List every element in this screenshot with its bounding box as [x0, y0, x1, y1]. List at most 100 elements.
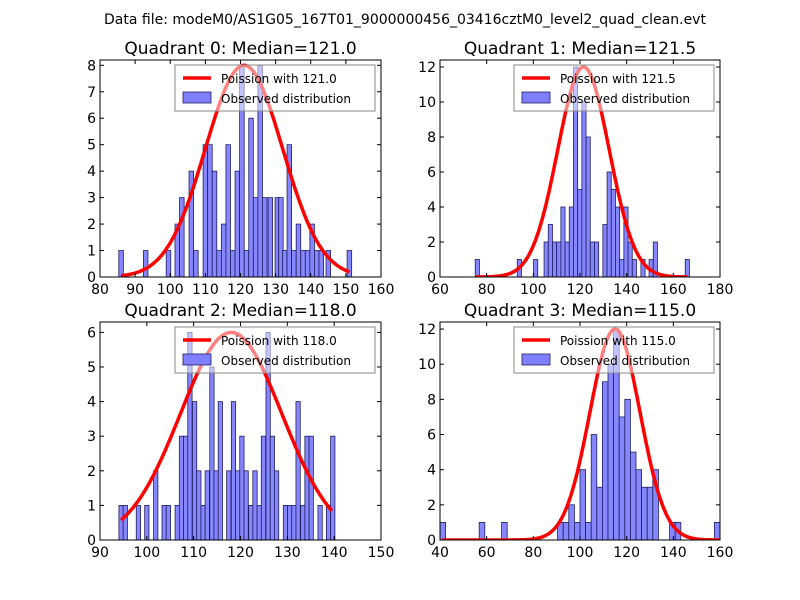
- histogram-bar: [619, 259, 625, 277]
- plot-area: [440, 327, 720, 540]
- y-tick-label: 0: [87, 270, 96, 286]
- histogram-bar: [646, 486, 654, 540]
- histogram-bar: [269, 435, 275, 540]
- legend-bar-swatch: [521, 353, 551, 366]
- histogram-bar: [243, 250, 250, 277]
- plot-area: [474, 65, 690, 277]
- histogram-bar: [308, 435, 314, 540]
- y-tick-label: 2: [87, 464, 96, 480]
- legend-label-curve: Poission with 118.0: [221, 334, 337, 348]
- histogram-bar: [606, 171, 612, 277]
- figure-suptitle: Data file: modeM0/AS1G05_167T01_90000004…: [104, 12, 706, 28]
- histogram-bar: [153, 470, 159, 540]
- histogram-bar: [287, 504, 293, 540]
- histogram-bar: [204, 470, 210, 540]
- histogram-bar: [202, 144, 209, 277]
- panel-title: Quadrant 2: Median=118.0: [124, 301, 356, 321]
- histogram-bar: [178, 435, 185, 540]
- histogram-bar: [631, 259, 637, 277]
- histogram-bar: [193, 250, 199, 277]
- histogram-bar: [314, 250, 320, 277]
- histogram-bar: [590, 434, 598, 540]
- histogram-bar: [118, 250, 124, 277]
- histogram-bar: [440, 522, 446, 540]
- histogram-bar: [230, 401, 237, 540]
- histogram-bar: [317, 504, 323, 540]
- legend-label-curve: Poission with 121.0: [221, 72, 337, 86]
- histogram-bar: [213, 470, 219, 540]
- histogram-bar: [547, 224, 553, 277]
- histogram-bar: [568, 504, 575, 540]
- histogram-bar: [274, 470, 280, 540]
- histogram-bar: [618, 416, 626, 540]
- histogram-bar: [630, 451, 637, 540]
- panel-quadrant-3: Quadrant 3: Median=115.040 60 80 100 120 140 1…: [418, 301, 733, 561]
- histogram-bar: [209, 366, 215, 540]
- histogram-bar: [248, 504, 254, 540]
- histogram-bar: [560, 206, 566, 277]
- histogram-bar: [610, 189, 616, 277]
- histogram-bar: [295, 223, 302, 277]
- histogram-bar: [165, 250, 172, 277]
- histogram-bar: [624, 398, 631, 540]
- y-tick-label: 2: [427, 235, 436, 251]
- histogram-bar: [267, 197, 274, 277]
- histogram-bar: [585, 136, 591, 277]
- y-tick-label: 6: [427, 428, 436, 444]
- x-tick-label: 180: [707, 282, 734, 298]
- y-tick-label: 4: [87, 395, 96, 411]
- histogram-bar: [165, 504, 171, 540]
- y-tick-label: 10: [418, 357, 436, 373]
- x-tick-label: 140: [321, 545, 348, 561]
- legend-bar-swatch: [182, 353, 212, 366]
- histogram-bar: [291, 250, 297, 277]
- y-tick-label: 6: [87, 111, 96, 127]
- histogram-bar: [533, 259, 539, 277]
- legend: Poission with 121.5 Observed distribution: [513, 64, 715, 112]
- y-tick-label: 5: [87, 360, 96, 376]
- histogram-bar: [226, 470, 232, 540]
- x-tick-label: 90: [126, 282, 144, 298]
- histogram-bar: [144, 504, 150, 540]
- histogram-bar: [304, 250, 311, 277]
- histogram-bar: [635, 469, 642, 540]
- histogram-bar: [574, 522, 581, 540]
- y-tick-label: 0: [87, 533, 96, 549]
- x-tick-label: 120: [227, 282, 254, 298]
- histogram-bar: [330, 435, 336, 540]
- histogram-bar: [640, 259, 646, 277]
- panel-quadrant-0: Quadrant 0: Median=121.080 90 100 110 120 130…: [87, 39, 394, 298]
- histogram-bar: [543, 241, 549, 277]
- histogram-bar: [211, 170, 218, 277]
- legend: Poission with 115.0 Observed distribution: [513, 326, 715, 374]
- histogram-bar: [300, 250, 306, 277]
- x-tick-label: 120: [613, 545, 640, 561]
- poisson-curve: [441, 327, 720, 540]
- histogram-bar: [577, 189, 583, 277]
- y-tick-label: 12: [418, 322, 436, 338]
- histogram-bar: [714, 522, 720, 540]
- y-tick-label: 1: [87, 498, 96, 514]
- histogram-bar: [641, 486, 648, 540]
- histogram-bar: [579, 469, 586, 540]
- histogram-bar: [325, 250, 331, 277]
- histogram-bar: [220, 223, 227, 277]
- histogram-bar: [207, 144, 213, 277]
- y-tick-label: 6: [87, 325, 96, 341]
- histogram-bar: [278, 197, 284, 277]
- x-tick-label: 150: [333, 282, 360, 298]
- x-tick-label: 60: [478, 545, 496, 561]
- y-tick-label: 10: [418, 95, 436, 111]
- legend-label-bars: Observed distribution: [560, 92, 690, 106]
- x-tick-label: 160: [660, 282, 687, 298]
- x-tick-label: 110: [192, 282, 219, 298]
- histogram-bar: [589, 241, 595, 277]
- y-tick-label: 3: [87, 191, 96, 207]
- histogram-bar: [161, 504, 167, 540]
- histogram-bar: [216, 250, 222, 277]
- histogram-bar: [556, 241, 562, 277]
- histogram-bar: [346, 250, 353, 277]
- histogram-bar: [179, 197, 185, 277]
- histogram-bar: [262, 197, 268, 277]
- histogram-bar: [291, 504, 297, 540]
